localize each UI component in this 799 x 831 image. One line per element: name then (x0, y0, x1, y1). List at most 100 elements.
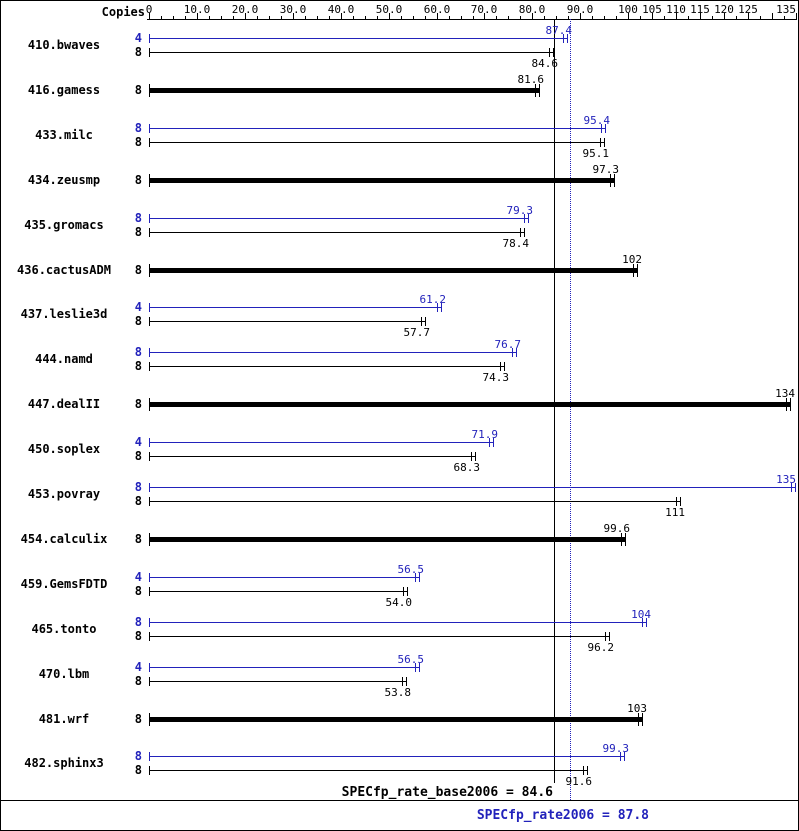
copies-label: 8 (134, 674, 142, 688)
bar-start-tick (149, 34, 150, 43)
axis-minor-tick (233, 16, 234, 19)
bar-value-label: 134 (775, 387, 795, 400)
bar-base (149, 591, 408, 592)
bar-value-label: 71.9 (471, 428, 499, 441)
bar-base (149, 232, 525, 233)
benchmark-label: 434.zeusmp (27, 173, 101, 187)
bar-peak (149, 756, 625, 757)
axis-minor-tick (221, 16, 222, 19)
bar-run-tick (791, 483, 792, 492)
bar-run-tick (624, 752, 625, 761)
bar-value-label: 68.3 (453, 461, 481, 474)
bar-base (149, 636, 610, 637)
axis-tick-label: 80.0 (518, 3, 546, 16)
axis-minor-tick (461, 16, 462, 19)
axis-tick-label: 115 (690, 3, 710, 16)
bar-value-label: 102 (622, 253, 642, 266)
copies-label: 8 (134, 532, 142, 546)
bar-peak (149, 667, 420, 668)
bar-run-tick (493, 438, 494, 447)
bar-peak (149, 442, 494, 443)
bar-run-tick (646, 618, 647, 627)
bar-run-tick (553, 48, 554, 57)
bar-start-tick (149, 587, 150, 596)
axis-minor-tick (736, 16, 737, 19)
base-rate-reference-line (554, 19, 555, 783)
copies-label: 4 (134, 300, 142, 314)
bar-run-tick (567, 34, 568, 43)
axis-major-tick (676, 13, 677, 19)
axis-tick-label: 135 (776, 3, 796, 16)
axis-minor-tick (616, 16, 617, 19)
bar-peak (149, 218, 529, 219)
bar-run-tick (642, 618, 643, 627)
axis-major-tick (772, 13, 773, 19)
axis-major-tick (389, 13, 390, 19)
axis-minor-tick (640, 16, 641, 19)
axis-tick-label: 50.0 (375, 3, 403, 16)
bar-base (149, 142, 605, 143)
bar-start-tick (149, 632, 150, 641)
bar-run-tick (638, 713, 639, 726)
copies-label: 8 (134, 629, 142, 643)
axis-minor-tick (784, 16, 785, 19)
bar-run-tick (605, 124, 606, 133)
axis-major-tick (748, 13, 749, 19)
axis-minor-tick (556, 16, 557, 19)
bar-merged (149, 537, 626, 542)
axis-tick-label: 30.0 (279, 3, 307, 16)
bar-run-tick (489, 438, 490, 447)
bar-run-tick (437, 303, 438, 312)
bar-run-tick (539, 84, 540, 97)
bar-run-tick (421, 317, 422, 326)
benchmark-label: 437.leslie3d (20, 307, 108, 321)
axis-major-tick (197, 13, 198, 19)
axis-minor-tick (604, 16, 605, 19)
bar-value-label: 135 (776, 473, 796, 486)
axis-minor-tick (425, 16, 426, 19)
bar-start-tick (149, 317, 150, 326)
axis-minor-tick (365, 16, 366, 19)
bar-value-label: 84.6 (531, 57, 559, 70)
copies-label: 8 (134, 359, 142, 373)
bar-value-label: 99.6 (603, 522, 631, 535)
bar-run-tick (500, 362, 501, 371)
bar-value-label: 78.4 (502, 237, 530, 250)
bar-peak (149, 622, 647, 623)
bar-base (149, 770, 588, 771)
bar-run-tick (549, 48, 550, 57)
copies-label: 4 (134, 31, 142, 45)
axis-minor-tick (496, 16, 497, 19)
copies-label: 8 (134, 584, 142, 598)
copies-label: 8 (134, 263, 142, 277)
axis-minor-tick (592, 16, 593, 19)
benchmark-label: 453.povray (27, 487, 101, 501)
bar-value-label: 53.8 (384, 686, 412, 699)
axis-major-tick (484, 13, 485, 19)
axis-minor-tick (353, 16, 354, 19)
bar-value-label: 103 (627, 702, 647, 715)
bar-run-tick (524, 214, 525, 223)
copies-label: 4 (134, 570, 142, 584)
axis-minor-tick (544, 16, 545, 19)
benchmark-label: 459.GemsFDTD (20, 577, 108, 591)
axis-minor-tick (209, 16, 210, 19)
bar-run-tick (471, 452, 472, 461)
bar-start-tick (149, 362, 150, 371)
bar-run-tick (406, 677, 407, 686)
bar-run-tick (614, 174, 615, 187)
bar-start-tick (149, 228, 150, 237)
bar-value-label: 99.3 (602, 742, 630, 755)
axis-major-tick (532, 13, 533, 19)
bar-base (149, 681, 407, 682)
bar-value-label: 76.7 (494, 338, 522, 351)
benchmark-label: 436.cactusADM (17, 263, 111, 277)
axis-minor-tick (185, 16, 186, 19)
bar-run-tick (620, 752, 621, 761)
base-rate-summary: SPECfp_rate_base2006 = 84.6 (341, 785, 553, 800)
copies-label: 8 (134, 45, 142, 59)
bar-start-tick (149, 533, 150, 546)
bar-run-tick (790, 398, 791, 411)
benchmark-label: 447.dealII (27, 397, 101, 411)
